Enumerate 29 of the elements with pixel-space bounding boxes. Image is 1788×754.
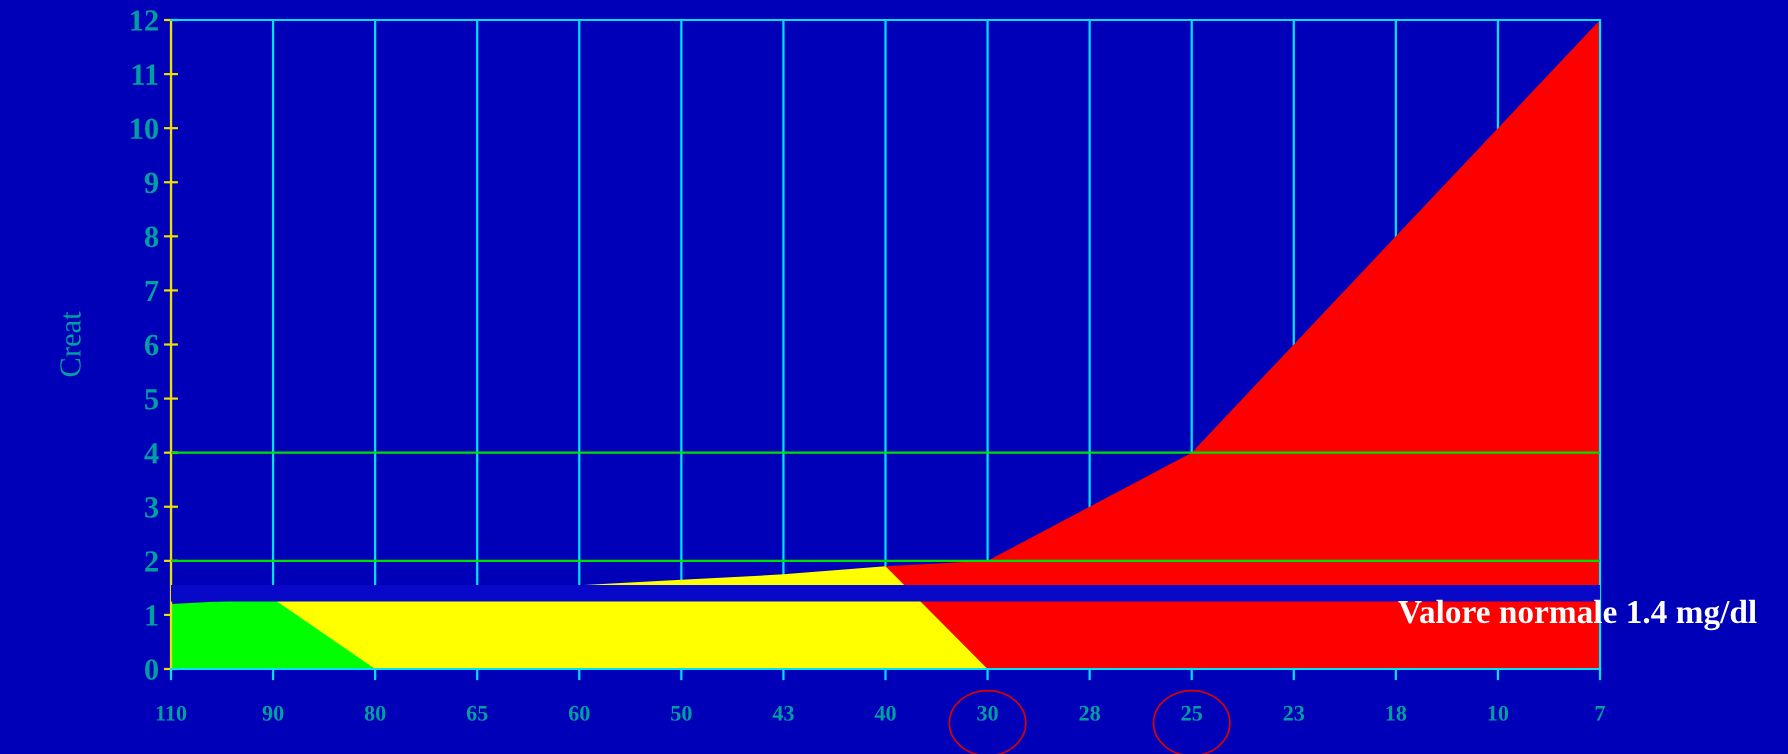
x-tick-label: 7 <box>1595 705 1606 721</box>
y-tick-label: 2 <box>145 551 158 572</box>
y-tick-label: 10 <box>131 118 159 140</box>
y-tick-label: 0 <box>145 659 159 680</box>
x-tick-label: 30 <box>977 705 998 721</box>
y-tick-label: 9 <box>144 172 159 194</box>
y-tick-label: 4 <box>144 443 159 464</box>
y-tick-label: 1 <box>146 605 158 626</box>
x-tick-label: 90 <box>262 705 284 721</box>
y-tick-label: 12 <box>131 10 158 31</box>
y-axis-title: Creat <box>60 311 81 377</box>
x-tick-label: 28 <box>1079 705 1101 721</box>
y-tick-label: 6 <box>144 334 159 356</box>
x-tick-label: 10 <box>1488 705 1509 721</box>
x-tick-label: 110 <box>156 705 187 721</box>
x-tick-label: 23 <box>1283 705 1305 721</box>
y-tick-label: 3 <box>145 497 159 518</box>
x-tick-label: 60 <box>568 705 590 721</box>
x-tick-label: 43 <box>772 705 794 721</box>
y-tick-label: 11 <box>132 64 158 85</box>
y-tick-label: 7 <box>145 281 159 302</box>
x-tick-label: 80 <box>364 705 386 721</box>
x-tick-label: 40 <box>874 705 896 721</box>
x-tick-label: 50 <box>671 705 692 721</box>
y-tick-label: 5 <box>145 389 159 410</box>
y-tick-label: 8 <box>144 226 159 248</box>
x-tick-label: 18 <box>1386 705 1407 721</box>
x-tick-label: 25 <box>1181 705 1203 721</box>
x-tick-label: 65 <box>466 705 488 721</box>
